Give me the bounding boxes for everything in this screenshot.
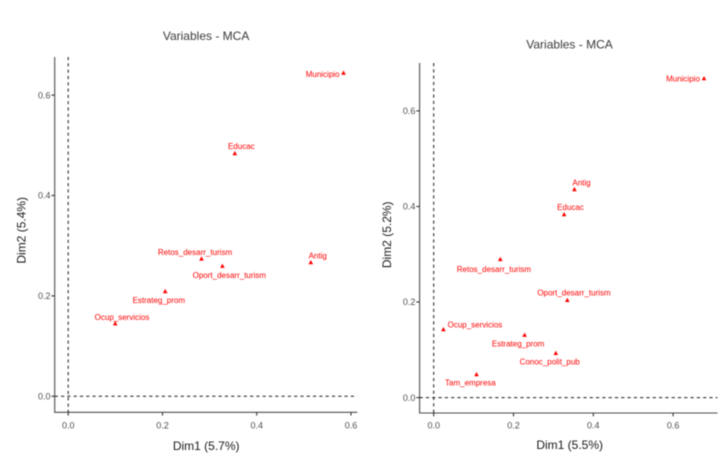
svg-text:Educac: Educac <box>557 203 584 212</box>
svg-text:Estrateg_prom: Estrateg_prom <box>492 339 545 348</box>
svg-text:0.2: 0.2 <box>38 291 51 301</box>
svg-text:Municipio: Municipio <box>306 70 340 79</box>
svg-text:0.4: 0.4 <box>38 191 51 201</box>
svg-text:Municipio: Municipio <box>666 75 700 84</box>
svg-text:0.0: 0.0 <box>427 421 440 431</box>
svg-text:Estrateg_prom: Estrateg_prom <box>133 296 186 305</box>
svg-text:Variables - MCA: Variables - MCA <box>526 38 612 52</box>
svg-text:0.0: 0.0 <box>38 392 51 402</box>
svg-text:0.6: 0.6 <box>667 421 680 431</box>
svg-text:Tam_empresa: Tam_empresa <box>445 379 496 388</box>
svg-text:0.4: 0.4 <box>403 202 416 212</box>
svg-text:0.4: 0.4 <box>587 421 600 431</box>
svg-text:Oport_desarr_turism: Oport_desarr_turism <box>193 271 267 280</box>
svg-text:Dim1 (5.5%): Dim1 (5.5%) <box>536 438 603 452</box>
svg-text:Dim2 (5.4%): Dim2 (5.4%) <box>14 197 28 264</box>
svg-text:Dim1 (5.7%): Dim1 (5.7%) <box>173 439 240 453</box>
svg-text:Variables - MCA: Variables - MCA <box>163 29 249 43</box>
svg-text:Dim2 (5.2%): Dim2 (5.2%) <box>380 201 394 268</box>
svg-text:0.2: 0.2 <box>507 421 520 431</box>
svg-text:Antig: Antig <box>309 252 327 261</box>
svg-text:Oport_desarr_turism: Oport_desarr_turism <box>537 289 611 298</box>
svg-text:Ocup_servicios: Ocup_servicios <box>448 320 503 329</box>
svg-text:0.6: 0.6 <box>403 106 416 116</box>
svg-text:Ocup_servicios: Ocup_servicios <box>95 313 150 322</box>
svg-text:0.2: 0.2 <box>403 297 416 307</box>
svg-text:0.0: 0.0 <box>62 421 75 431</box>
svg-text:0.6: 0.6 <box>345 421 358 431</box>
svg-text:Retos_desarr_turism: Retos_desarr_turism <box>457 265 532 274</box>
svg-text:0.4: 0.4 <box>250 421 263 431</box>
svg-text:Educac: Educac <box>228 142 255 151</box>
svg-text:Conoc_polit_pub: Conoc_polit_pub <box>520 357 581 366</box>
svg-text:0.0: 0.0 <box>403 393 416 403</box>
svg-text:Antig: Antig <box>572 179 590 188</box>
svg-text:Retos_desarr_turism: Retos_desarr_turism <box>158 248 233 257</box>
svg-text:0.2: 0.2 <box>156 421 169 431</box>
svg-text:0.6: 0.6 <box>38 90 51 100</box>
